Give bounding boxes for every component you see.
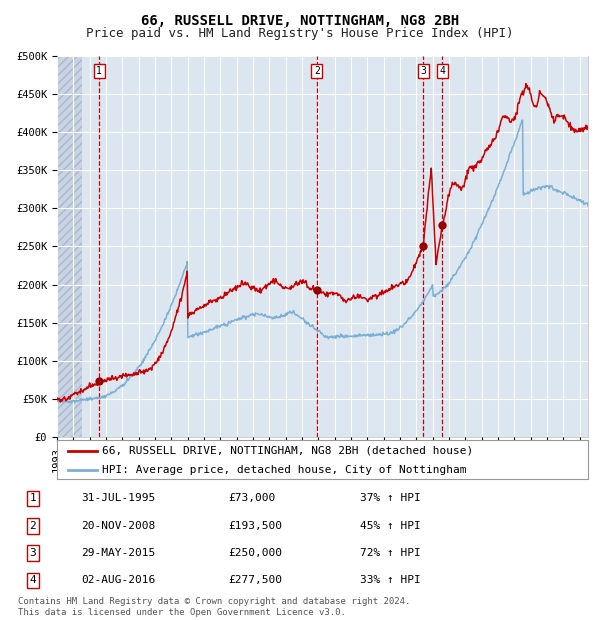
Text: 66, RUSSELL DRIVE, NOTTINGHAM, NG8 2BH: 66, RUSSELL DRIVE, NOTTINGHAM, NG8 2BH <box>141 14 459 28</box>
Text: 3: 3 <box>420 66 426 76</box>
Bar <box>57 56 82 437</box>
Text: 31-JUL-1995: 31-JUL-1995 <box>81 494 155 503</box>
Text: 33% ↑ HPI: 33% ↑ HPI <box>360 575 421 585</box>
Text: 3: 3 <box>29 548 37 558</box>
Text: HPI: Average price, detached house, City of Nottingham: HPI: Average price, detached house, City… <box>102 465 467 475</box>
Text: 29-MAY-2015: 29-MAY-2015 <box>81 548 155 558</box>
Text: £73,000: £73,000 <box>228 494 275 503</box>
Text: 4: 4 <box>439 66 445 76</box>
Text: Contains HM Land Registry data © Crown copyright and database right 2024.
This d: Contains HM Land Registry data © Crown c… <box>18 598 410 617</box>
Text: 37% ↑ HPI: 37% ↑ HPI <box>360 494 421 503</box>
Text: £250,000: £250,000 <box>228 548 282 558</box>
Text: Price paid vs. HM Land Registry's House Price Index (HPI): Price paid vs. HM Land Registry's House … <box>86 27 514 40</box>
Text: 20-NOV-2008: 20-NOV-2008 <box>81 521 155 531</box>
Text: 4: 4 <box>29 575 37 585</box>
Text: £193,500: £193,500 <box>228 521 282 531</box>
Text: 45% ↑ HPI: 45% ↑ HPI <box>360 521 421 531</box>
Text: 1: 1 <box>29 494 37 503</box>
Text: 1: 1 <box>96 66 102 76</box>
Text: 66, RUSSELL DRIVE, NOTTINGHAM, NG8 2BH (detached house): 66, RUSSELL DRIVE, NOTTINGHAM, NG8 2BH (… <box>102 446 473 456</box>
Text: 2: 2 <box>314 66 320 76</box>
Text: 72% ↑ HPI: 72% ↑ HPI <box>360 548 421 558</box>
Text: 2: 2 <box>29 521 37 531</box>
Text: £277,500: £277,500 <box>228 575 282 585</box>
Bar <box>57 56 82 437</box>
Text: 02-AUG-2016: 02-AUG-2016 <box>81 575 155 585</box>
